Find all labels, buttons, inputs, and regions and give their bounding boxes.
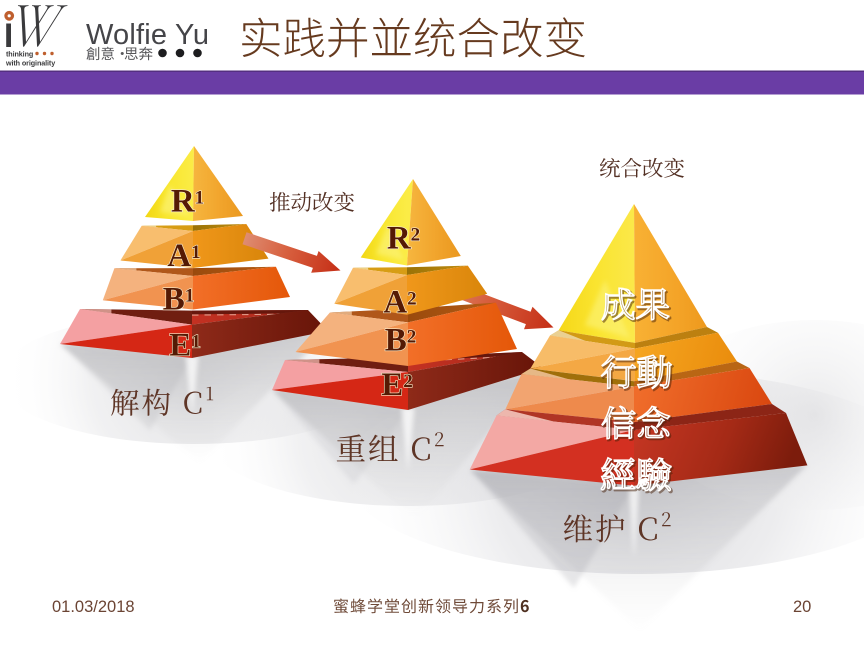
svg-text:A2: A2 — [383, 285, 416, 321]
svg-text:thinking: thinking — [6, 50, 33, 59]
svg-text:01.03/2018: 01.03/2018 — [52, 598, 135, 616]
svg-text:20: 20 — [793, 598, 811, 616]
svg-text:E2: E2 — [381, 367, 413, 403]
svg-text:with originality: with originality — [5, 59, 55, 68]
svg-text:Wolfie Yu: Wolfie Yu — [86, 19, 209, 51]
svg-text:R1: R1 — [171, 184, 204, 220]
